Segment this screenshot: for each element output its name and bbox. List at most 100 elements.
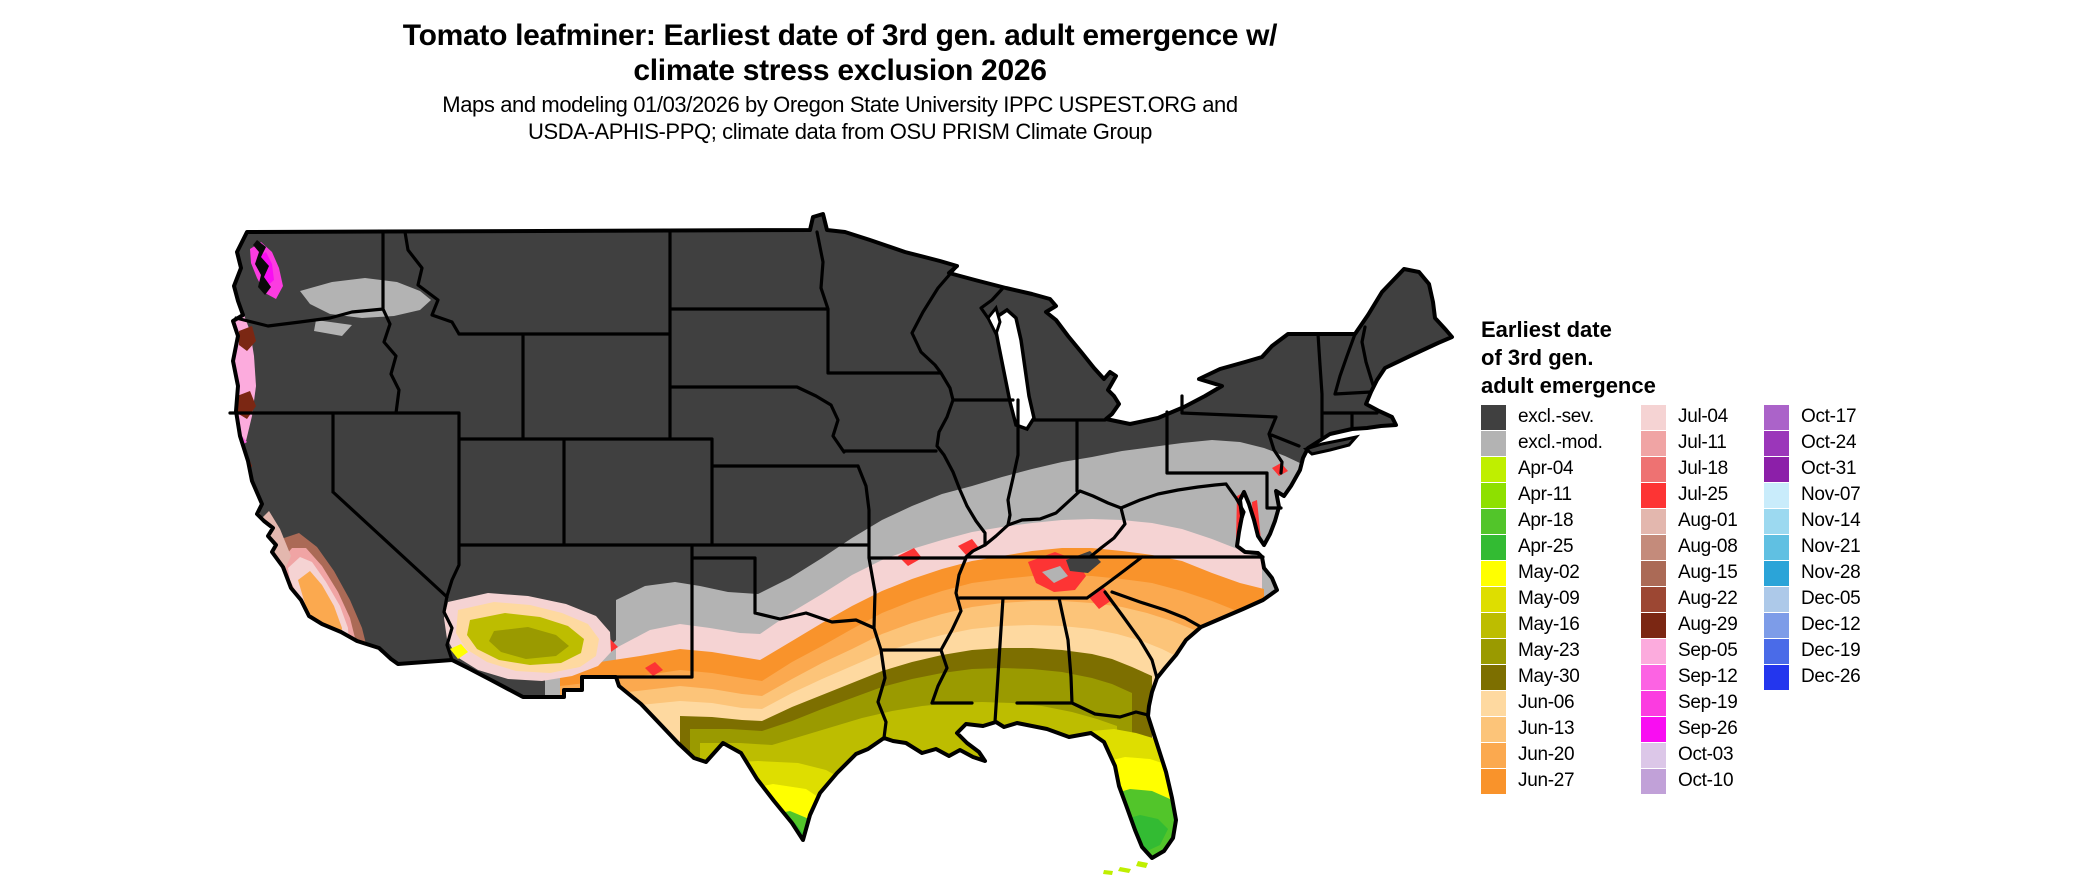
title-line-2: climate stress exclusion 2026	[633, 54, 1047, 87]
legend-label: Jun-27	[1518, 770, 1575, 791]
legend-label: May-09	[1518, 588, 1580, 609]
legend-row: May-30	[1481, 664, 1603, 690]
legend-row: Oct-31	[1764, 456, 1860, 482]
legend-row: Sep-12	[1641, 664, 1738, 690]
legend-label: Sep-12	[1678, 666, 1738, 687]
legend-swatch	[1641, 560, 1666, 586]
legend-swatch	[1481, 690, 1506, 716]
map-region-wa-gray-2	[314, 320, 352, 336]
map-region-tn-red-4	[958, 539, 979, 555]
legend-label: Aug-22	[1678, 588, 1738, 609]
map-svg	[228, 212, 1454, 875]
legend-row: Nov-21	[1764, 534, 1861, 560]
legend-row: Aug-29	[1641, 612, 1738, 638]
legend-column-3: Oct-17 Oct-24 Oct-31 Nov-07 Nov-14 Nov-21 Nov-…	[1764, 404, 1861, 690]
legend-row: Nov-28	[1764, 560, 1861, 586]
puget-sound-water	[253, 240, 271, 295]
legend-label: Oct-24	[1801, 432, 1857, 453]
legend-row: Apr-11	[1481, 482, 1603, 508]
legend-label: Jul-18	[1678, 458, 1728, 479]
legend-swatch	[1481, 456, 1506, 482]
legend-swatch	[1481, 664, 1506, 690]
legend-swatch	[1641, 534, 1666, 560]
legend-label: Jun-13	[1518, 718, 1575, 739]
legend-swatch	[1481, 534, 1506, 560]
legend-swatch	[1764, 612, 1789, 638]
legend-swatch	[1764, 430, 1789, 456]
legend-row: Jul-25	[1641, 482, 1737, 508]
legend-swatch	[1481, 768, 1506, 794]
legend-swatch	[1641, 508, 1666, 534]
legend-label: Jul-11	[1678, 432, 1727, 453]
legend-label: Jul-25	[1678, 484, 1728, 505]
legend-swatch	[1481, 638, 1506, 664]
legend-column-1: excl.-sev. excl.-mod. Apr-04 Apr-11 Apr-18 Ap…	[1481, 404, 1603, 794]
legend-swatch	[1481, 742, 1506, 768]
legend-label: Nov-07	[1801, 484, 1861, 505]
map-region-az-may23	[489, 627, 569, 659]
legend-label: Sep-26	[1678, 718, 1738, 739]
title-line-1: Tomato leafminer: Earliest date of 3rd g…	[402, 19, 1278, 52]
legend-label: Dec-05	[1801, 588, 1861, 609]
map-region-wa-gray-1	[300, 278, 431, 318]
legend-row: Jun-13	[1481, 716, 1603, 742]
legend-label: Oct-10	[1678, 770, 1734, 791]
legend-row: Jun-06	[1481, 690, 1603, 716]
legend-swatch	[1641, 664, 1666, 690]
legend-row: Jul-04	[1641, 404, 1737, 430]
legend-row: Jun-27	[1481, 768, 1603, 794]
legend-row: Apr-04	[1481, 456, 1603, 482]
legend-row: Nov-14	[1764, 508, 1861, 534]
legend-swatch	[1764, 482, 1789, 508]
legend-row: Aug-15	[1641, 560, 1738, 586]
legend-label: May-23	[1518, 640, 1580, 661]
legend-swatch	[1641, 612, 1666, 638]
legend-label: Aug-08	[1678, 536, 1738, 557]
legend-label: Apr-11	[1518, 484, 1572, 505]
legend-row: Aug-22	[1641, 586, 1738, 612]
legend-swatch	[1641, 638, 1666, 664]
legend-row: Oct-10	[1641, 768, 1737, 794]
legend-row: May-02	[1481, 560, 1603, 586]
legend-swatch	[1764, 534, 1789, 560]
legend-row: Dec-12	[1764, 612, 1861, 638]
legend-label: Sep-05	[1678, 640, 1738, 661]
legend-swatch	[1481, 612, 1506, 638]
legend-swatch	[1481, 508, 1506, 534]
map-region-keys-2	[1118, 867, 1131, 873]
legend-swatch	[1764, 560, 1789, 586]
legend-label: Dec-26	[1801, 666, 1861, 687]
legend-label: Oct-03	[1678, 744, 1734, 765]
legend-label: May-02	[1518, 562, 1580, 583]
legend-row: Jul-18	[1641, 456, 1737, 482]
legend-label: Aug-15	[1678, 562, 1738, 583]
legend-label: Jun-06	[1518, 692, 1575, 713]
legend-swatch	[1764, 404, 1789, 430]
legend-label: Apr-25	[1518, 536, 1574, 557]
legend-label: Aug-29	[1678, 614, 1738, 635]
legend-row: excl.-mod.	[1481, 430, 1603, 456]
legend-row: May-16	[1481, 612, 1603, 638]
legend-label: excl.-sev.	[1518, 406, 1594, 427]
legend-swatch	[1764, 638, 1789, 664]
lake-michigan	[993, 307, 1036, 432]
green-bay	[986, 304, 1002, 338]
legend-swatch	[1641, 482, 1666, 508]
map-region-long-island	[1302, 434, 1361, 456]
legend-swatch	[1641, 430, 1666, 456]
map-band-may02-texas	[738, 784, 824, 858]
us-choropleth-map	[228, 205, 1468, 892]
legend-row: Apr-18	[1481, 508, 1603, 534]
map-band-may09-texas	[718, 761, 844, 858]
legend-row: Dec-26	[1764, 664, 1861, 690]
legend-swatch	[1641, 742, 1666, 768]
map-region-keys-1	[1136, 861, 1148, 868]
legend-swatch	[1641, 690, 1666, 716]
legend-swatch	[1641, 768, 1666, 794]
state-borders	[228, 230, 1379, 740]
legend-swatch	[1764, 586, 1789, 612]
map-region-ca-red-1	[266, 574, 285, 599]
legend-swatch	[1641, 586, 1666, 612]
map-region-appalachia-lightgray	[1042, 566, 1068, 583]
legend-label: May-30	[1518, 666, 1580, 687]
